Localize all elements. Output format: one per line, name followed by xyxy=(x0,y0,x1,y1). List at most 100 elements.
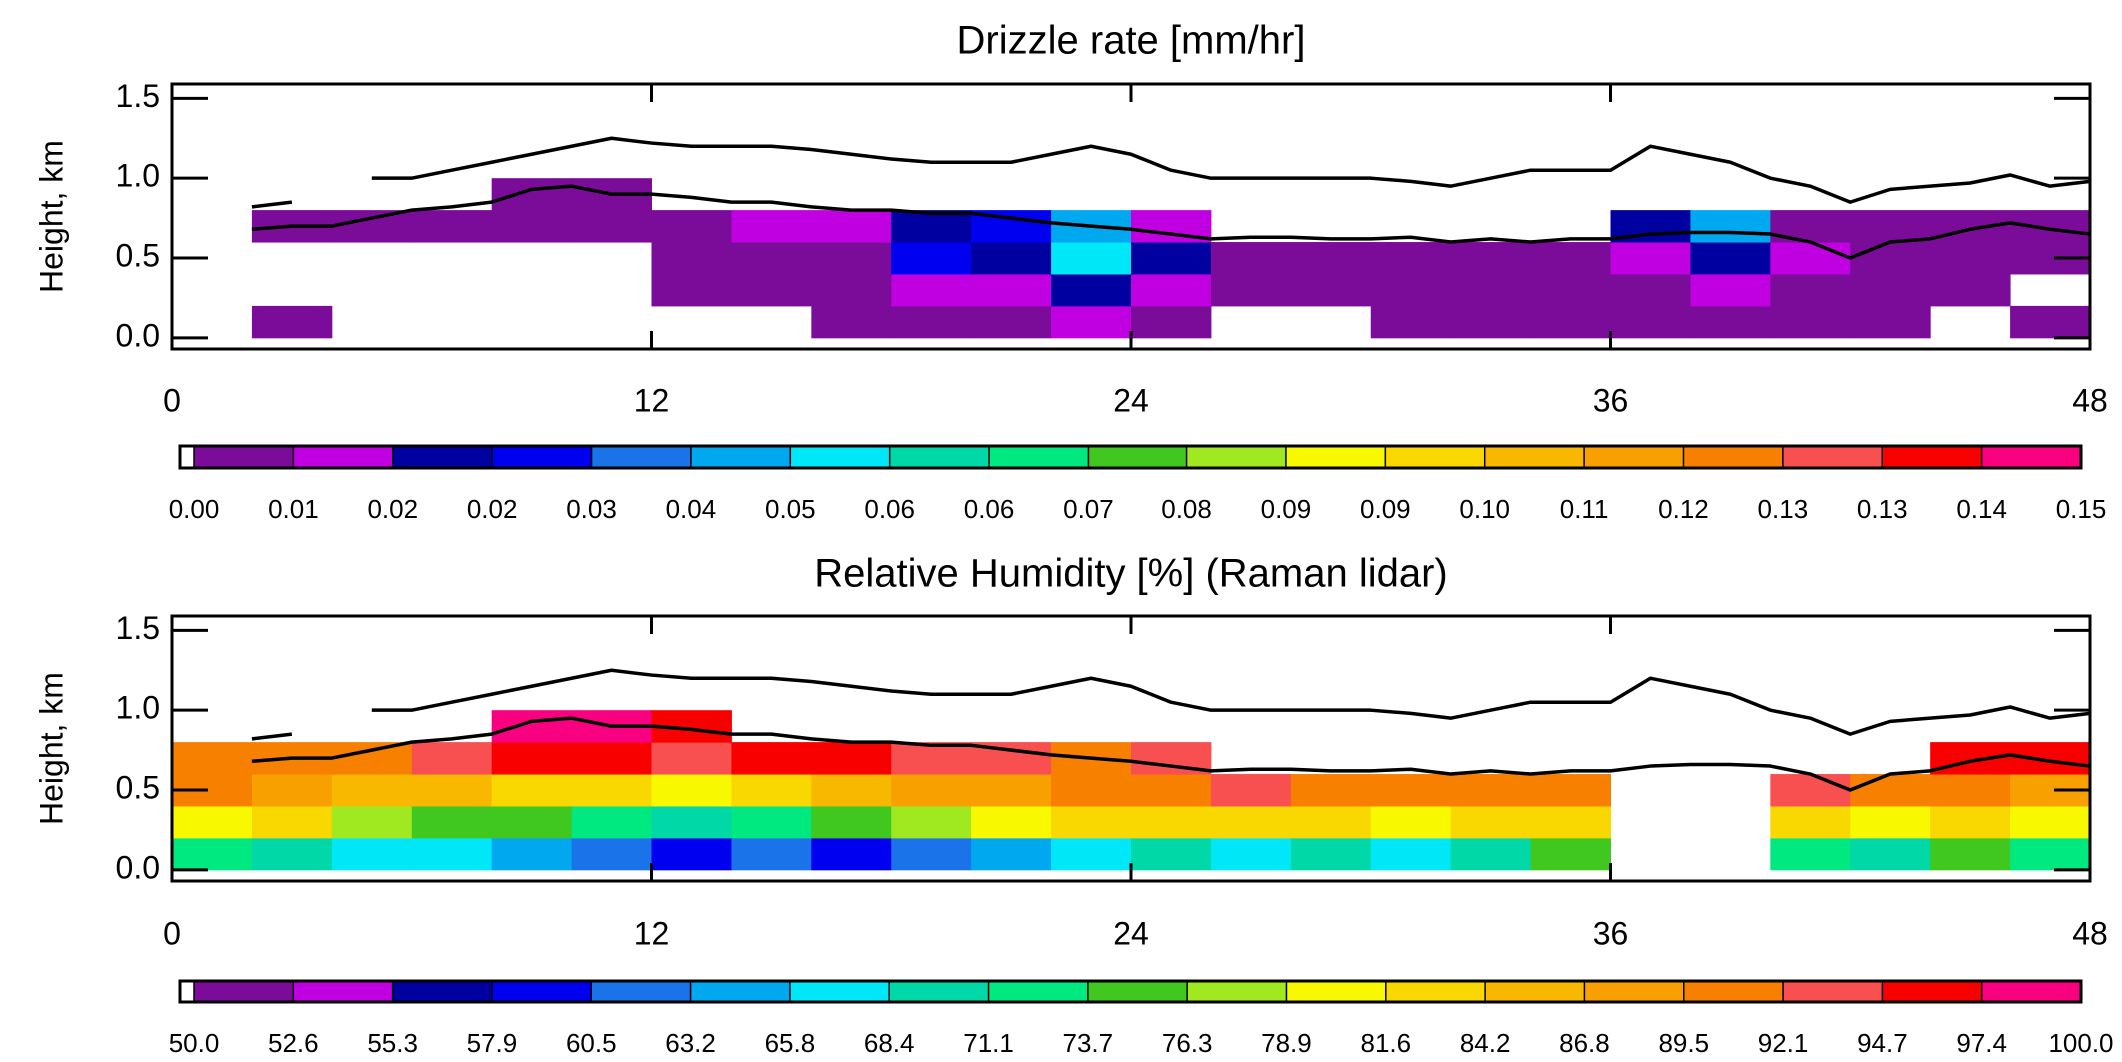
y-tick-label: 0.0 xyxy=(116,849,160,885)
cell xyxy=(1450,242,1532,275)
cell xyxy=(491,837,573,871)
cell xyxy=(571,774,652,807)
colorbar-label: 89.5 xyxy=(1658,1028,1709,1058)
cell xyxy=(571,210,652,243)
y-axis-label: Height, km xyxy=(33,140,69,293)
colorbar-segment xyxy=(1783,981,1883,1002)
chart-title: Drizzle rate [mm/hr] xyxy=(957,19,1306,63)
colorbar-label: 52.6 xyxy=(268,1028,319,1058)
cell xyxy=(1530,774,1611,807)
cell xyxy=(1290,242,1372,275)
cell xyxy=(1770,774,1851,807)
cell xyxy=(1770,242,1851,275)
cell xyxy=(411,837,493,871)
cell xyxy=(1450,305,1532,339)
colorbar-label: 0.08 xyxy=(1161,494,1212,524)
x-tick-label: 48 xyxy=(2072,915,2108,951)
colorbar-segment xyxy=(194,981,294,1002)
cell xyxy=(1770,305,1851,339)
cell xyxy=(2010,805,2091,839)
cell xyxy=(1051,273,1132,307)
cell xyxy=(1530,837,1611,871)
cell xyxy=(1131,305,1212,339)
cell xyxy=(251,774,333,807)
cell xyxy=(1530,805,1611,839)
cell xyxy=(411,774,493,807)
cell xyxy=(1770,837,1851,871)
colorbar-label: 0.14 xyxy=(1956,494,2007,524)
colorbar-segment xyxy=(1683,981,1784,1002)
cell xyxy=(1290,805,1372,839)
colorbar-segment xyxy=(988,981,1089,1002)
cell xyxy=(1690,273,1771,307)
colorbar-label: 0.05 xyxy=(765,494,816,524)
colorbar-segment xyxy=(1882,981,1983,1002)
cell xyxy=(811,742,892,775)
cell xyxy=(571,837,652,871)
cell xyxy=(891,305,972,339)
cell xyxy=(1131,242,1212,275)
colorbar-label: 0.09 xyxy=(1360,494,1411,524)
colorbar-segment xyxy=(1981,446,2082,468)
colorbar-label: 0.13 xyxy=(1758,494,1809,524)
colorbar-label: 76.3 xyxy=(1162,1028,1213,1058)
cell xyxy=(172,837,253,871)
x-tick-label: 12 xyxy=(634,915,670,951)
cell xyxy=(1690,305,1771,339)
cell xyxy=(1770,805,1851,839)
colorbar-label: 100.0 xyxy=(2048,1028,2113,1058)
cell xyxy=(1210,805,1292,839)
y-tick-label: 1.0 xyxy=(116,158,160,194)
colorbar-segment xyxy=(790,446,891,468)
colorbar-label: 60.5 xyxy=(566,1028,617,1058)
colorbar-frame xyxy=(178,444,2083,470)
cell xyxy=(331,742,413,775)
colorbar-segment xyxy=(1385,981,1486,1002)
colorbar-label: 57.9 xyxy=(467,1028,518,1058)
cell xyxy=(731,210,812,243)
cell xyxy=(1850,210,1931,243)
colorbar-label: 0.11 xyxy=(1560,494,1609,524)
colorbar-label: 0.03 xyxy=(566,494,617,524)
colorbar-label: 0.09 xyxy=(1261,494,1312,524)
cell xyxy=(811,210,892,243)
y-tick-label: 1.5 xyxy=(116,78,160,114)
cell xyxy=(411,210,493,243)
colorbar-label: 0.07 xyxy=(1063,494,1114,524)
colorbar-start xyxy=(180,446,194,468)
cell xyxy=(1290,273,1372,307)
cell xyxy=(251,837,333,871)
cell xyxy=(891,273,972,307)
colorbar-label: 73.7 xyxy=(1063,1028,1114,1058)
cell xyxy=(1051,774,1132,807)
cell xyxy=(731,774,812,807)
colorbar-label: 84.2 xyxy=(1460,1028,1511,1058)
colorbar-label: 97.4 xyxy=(1956,1028,2007,1058)
line xyxy=(251,136,2091,209)
colorbar-label: 78.9 xyxy=(1261,1028,1312,1058)
x-tick-label: 36 xyxy=(1593,382,1629,418)
colorbar-label: 68.4 xyxy=(864,1028,915,1058)
colorbar-segment xyxy=(1088,446,1188,468)
line xyxy=(251,184,2091,260)
cell xyxy=(331,805,413,839)
cell xyxy=(811,805,892,839)
colorbar-label: 0.06 xyxy=(864,494,915,524)
colorbar-label: 0.00 xyxy=(169,494,220,524)
cell xyxy=(971,837,1052,871)
cell xyxy=(251,305,333,339)
cell xyxy=(731,242,812,275)
cell xyxy=(1690,210,1771,243)
cell xyxy=(1930,837,2011,871)
cell xyxy=(811,774,892,807)
cell xyxy=(651,273,732,307)
colorbar-segment xyxy=(1981,981,2082,1002)
colorbar-segment xyxy=(690,446,791,468)
colorbar-label: 0.01 xyxy=(268,494,319,524)
cell xyxy=(1930,242,2011,275)
cell xyxy=(1210,837,1292,871)
colorbar-segment xyxy=(1584,981,1685,1002)
cell xyxy=(731,805,812,839)
cell xyxy=(1850,273,1931,307)
